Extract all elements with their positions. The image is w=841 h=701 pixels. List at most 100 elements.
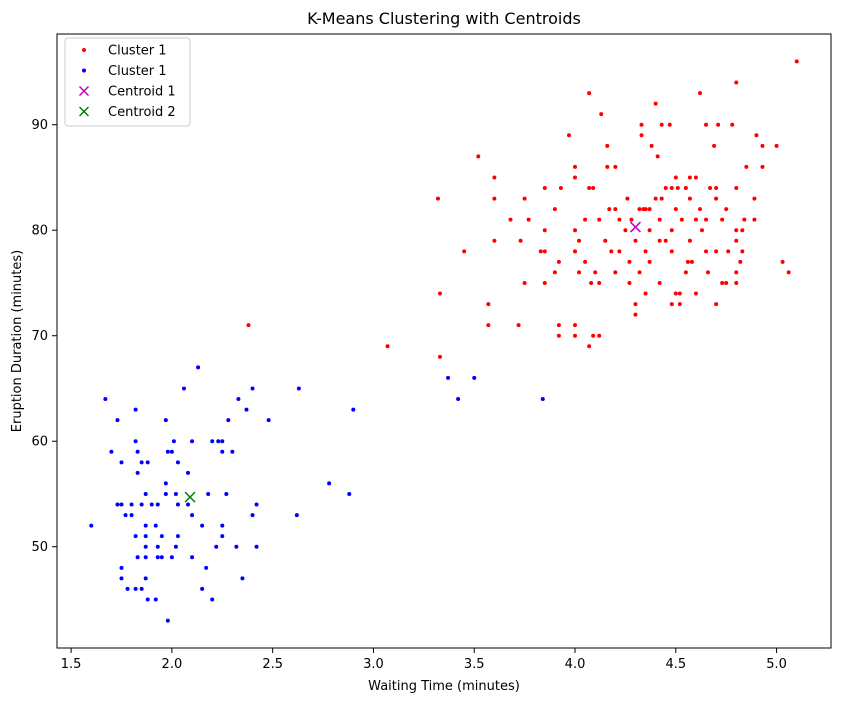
data-point-s0-51: [752, 196, 757, 201]
data-point-s0-52: [613, 207, 618, 212]
data-point-s0-100: [704, 249, 709, 254]
legend-marker-x-2: [78, 85, 90, 97]
x-tick-label: 3.0: [363, 657, 384, 672]
data-point-s1-25: [165, 449, 170, 454]
data-point-s0-152: [437, 354, 442, 359]
x-tick-label: 2.0: [162, 657, 183, 672]
data-point-s0-74: [752, 217, 757, 222]
data-point-s0-95: [573, 249, 578, 254]
data-point-s1-74: [143, 555, 148, 560]
y-tick-label: 50: [31, 540, 48, 555]
data-point-s1-89: [153, 597, 158, 602]
y-axis-label: Eruption Duration (minutes): [10, 250, 25, 432]
y-tick-label: 90: [31, 118, 48, 133]
data-point-s1-53: [129, 513, 134, 518]
data-point-s0-118: [706, 270, 711, 275]
data-point-s0-128: [724, 280, 729, 285]
data-point-s0-151: [385, 344, 390, 349]
data-point-s0-26: [760, 164, 765, 169]
data-point-s1-43: [115, 502, 120, 507]
data-point-s0-8: [667, 122, 672, 127]
data-point-s1-10: [133, 407, 138, 412]
data-point-s0-36: [675, 186, 680, 191]
data-point-s0-121: [522, 280, 527, 285]
data-point-s0-124: [597, 280, 602, 285]
data-point-s0-83: [518, 238, 523, 243]
data-point-s0-120: [786, 270, 791, 275]
data-point-s0-68: [617, 217, 622, 222]
data-point-s1-4: [296, 386, 301, 391]
data-point-s0-73: [742, 217, 747, 222]
data-point-s1-9: [236, 397, 241, 402]
legend-label-3: Centroid 2: [108, 105, 176, 120]
data-point-s1-20: [210, 439, 215, 444]
legend-label-0: Cluster 1: [108, 44, 167, 59]
data-point-s0-31: [693, 175, 698, 180]
data-point-s0-71: [693, 217, 698, 222]
data-point-s0-81: [700, 228, 704, 233]
data-point-s1-37: [143, 491, 148, 496]
data-point-s0-84: [492, 238, 497, 243]
data-point-s1-29: [119, 460, 124, 465]
data-point-s0-99: [669, 249, 674, 254]
data-point-s0-2: [587, 91, 592, 96]
legend-marker-dot-0: [82, 48, 86, 52]
data-point-s1-80: [204, 565, 209, 570]
data-point-s0-136: [633, 302, 638, 307]
data-point-s0-77: [647, 228, 652, 233]
data-point-s0-134: [693, 291, 698, 296]
legend-marker-dot-1: [82, 68, 86, 73]
data-point-s0-114: [593, 270, 598, 275]
y-tick-label: 80: [31, 224, 48, 239]
data-point-s0-103: [740, 249, 745, 254]
data-point-s0-54: [647, 207, 652, 212]
data-point-s0-141: [486, 323, 491, 328]
data-point-s0-87: [633, 238, 638, 243]
data-point-s0-62: [679, 217, 684, 222]
data-point-s1-24: [135, 449, 140, 454]
data-point-s1-58: [153, 523, 158, 528]
data-point-s1-63: [143, 534, 148, 539]
data-point-s0-20: [476, 154, 481, 159]
data-point-s0-49: [687, 196, 692, 201]
data-point-s0-42: [558, 186, 563, 191]
data-point-s0-125: [627, 280, 632, 285]
data-point-s1-26: [169, 449, 174, 454]
data-point-s1-30: [139, 460, 144, 465]
data-point-s0-142: [516, 323, 521, 328]
data-point-s0-46: [625, 196, 630, 201]
data-point-s0-137: [669, 302, 674, 307]
plot-frame: [56, 33, 832, 649]
data-point-s1-23: [109, 449, 114, 454]
data-point-s1-81: [119, 576, 124, 581]
data-point-s0-131: [643, 291, 648, 296]
data-point-s0-44: [492, 196, 497, 201]
x-tick-label: 1.5: [61, 657, 82, 672]
data-point-s0-92: [462, 249, 467, 254]
x-tick-label: 4.0: [565, 657, 586, 672]
data-point-s1-13: [115, 418, 120, 423]
data-point-s0-106: [627, 259, 632, 264]
data-point-s0-93: [538, 249, 543, 254]
data-point-s1-64: [159, 534, 164, 539]
x-axis-label: Waiting Time (minutes): [368, 679, 520, 694]
data-point-s1-61: [89, 523, 94, 528]
data-point-s1-48: [155, 502, 160, 507]
data-point-s0-70: [657, 217, 662, 222]
data-point-s0-12: [566, 133, 571, 138]
data-point-s1-70: [214, 544, 219, 549]
data-point-s0-97: [617, 249, 622, 254]
data-point-s0-15: [649, 143, 654, 148]
data-point-s1-55: [250, 513, 255, 518]
legend: Cluster 1 Cluster 1 Centroid 1 Centroid 2: [64, 37, 191, 127]
data-point-s0-64: [508, 217, 513, 222]
data-point-s1-59: [200, 523, 205, 528]
data-point-s1-35: [327, 481, 332, 486]
plot-area: [57, 34, 831, 648]
data-point-s0-72: [720, 217, 725, 222]
data-point-s1-62: [133, 534, 138, 539]
data-point-s0-149: [597, 333, 602, 338]
data-point-s0-43: [435, 196, 440, 201]
data-point-s1-36: [163, 481, 168, 486]
data-point-s1-6: [472, 375, 477, 380]
